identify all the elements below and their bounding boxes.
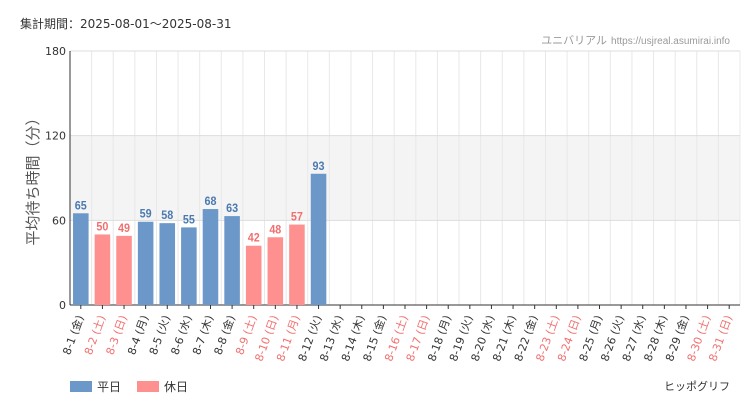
- bar-value-label: 49: [118, 221, 130, 235]
- legend-item-holiday[interactable]: 休日: [137, 378, 188, 395]
- legend: 平日 休日: [70, 378, 204, 395]
- legend-swatch-holiday: [137, 381, 160, 392]
- legend-swatch-weekday: [70, 381, 92, 392]
- bar-value-label: 65: [75, 198, 87, 212]
- source-credit[interactable]: ユニバリアル https://usjreal.asumirai.info: [541, 32, 730, 48]
- bar: [116, 235, 132, 305]
- bar: [159, 223, 176, 305]
- bar-value-label: 42: [248, 231, 260, 245]
- bar: [94, 234, 111, 305]
- chart-bands: [70, 135, 740, 221]
- bar-value-label: 58: [161, 208, 173, 222]
- y-tick-label: 60: [52, 214, 66, 227]
- y-tick-label: 180: [45, 45, 66, 58]
- legend-label-weekday: 平日: [97, 380, 122, 394]
- bar: [181, 227, 197, 305]
- y-tick-labels: 0 60 120 180: [45, 45, 66, 312]
- bar: [137, 221, 154, 305]
- x-tick-labels: 8-1 (金)8-2 (土)8-3 (日)8-4 (月)8-5 (火)8-6 (…: [59, 313, 735, 363]
- band-60-120: [70, 135, 740, 221]
- bar: [73, 213, 89, 305]
- bar: [245, 245, 262, 305]
- horizontal-gridlines: [70, 50, 740, 221]
- bar-value-label: 93: [313, 159, 325, 173]
- y-axis-label: 平均待ち時間（分）: [24, 110, 42, 245]
- bar: [289, 224, 305, 305]
- bar-value-label: 48: [269, 222, 281, 236]
- legend-label-holiday: 休日: [164, 380, 189, 394]
- y-tick-label: 120: [45, 130, 66, 143]
- bar-value-label: 55: [183, 212, 195, 226]
- source-url[interactable]: https://usjreal.asumirai.info: [611, 36, 730, 47]
- bar-value-label: 59: [140, 207, 152, 221]
- bar-value-label: 63: [226, 201, 238, 215]
- bar-value-labels: 65 50 49 59 58 55 68 63 42 48 57 93: [75, 159, 325, 245]
- bar-value-label: 50: [96, 219, 108, 233]
- bar: [267, 237, 284, 305]
- legend-item-weekday[interactable]: 平日: [70, 378, 121, 395]
- attraction-name: ヒッポグリフ: [664, 380, 730, 393]
- bar: [310, 173, 327, 305]
- source-name: ユニバリアル: [541, 34, 608, 47]
- period-label: 集計期間：2025-08-01～2025-08-31: [20, 17, 232, 31]
- y-tick-label: 0: [59, 299, 66, 312]
- bars: [73, 173, 327, 305]
- bar: [202, 209, 219, 305]
- bar: [224, 216, 240, 305]
- bar-value-label: 68: [204, 194, 216, 208]
- vertical-gridlines: [69, 51, 741, 305]
- bar-value-label: 57: [291, 210, 303, 224]
